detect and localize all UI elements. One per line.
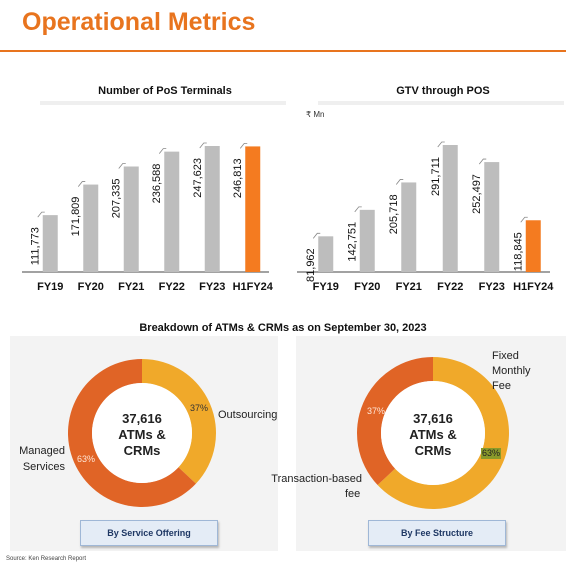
chart2-data-label: 252,497: [471, 174, 483, 214]
chart1-bar-fy22: [164, 151, 180, 272]
chart2-leader-line: [478, 158, 487, 165]
chart1-data-label: 171,809: [70, 197, 82, 237]
chart2-category-label: FY23: [479, 281, 505, 293]
label-fixed-1: Fixed: [492, 350, 519, 362]
donut1-slice-outsourcing: [142, 359, 217, 484]
label-managed-1: Managed: [19, 445, 65, 457]
chart1-title-band: [40, 101, 286, 105]
title-underline: [0, 50, 566, 52]
label-txn-1: Transaction-based: [271, 473, 362, 485]
donut2-center-text: CRMs: [415, 443, 452, 458]
chart2-bar-fy22: [442, 145, 458, 272]
donut2-center-text: ATMs &: [409, 427, 456, 442]
chart2-data-label: 81,962: [305, 248, 317, 282]
chart2-leader-line: [312, 232, 321, 239]
by-service-offering-button[interactable]: By Service Offering: [80, 520, 218, 546]
chart1-bar-fy20: [83, 184, 99, 272]
chart2-category-label: FY22: [437, 281, 463, 293]
section-title: Breakdown of ATMs & CRMs as on September…: [139, 322, 427, 334]
chart1-data-label: 246,813: [232, 158, 244, 198]
chart2-data-label: 142,751: [347, 222, 359, 262]
donut2-slice-fixed-monthly-fee: [357, 357, 433, 486]
chart2-data-label: 205,718: [388, 194, 400, 234]
chart2-title: GTV through POS: [396, 85, 490, 97]
chart1-data-label: 111,773: [30, 227, 42, 265]
donut1-center-text: ATMs &: [118, 427, 165, 442]
label-managed-2: Services: [23, 461, 66, 473]
donut2-pct-highlight: [481, 448, 501, 459]
label-txn-2: fee: [345, 488, 360, 500]
donut1-center-text: CRMs: [124, 443, 161, 458]
chart1-leader-line: [158, 148, 167, 154]
donut1-pct-label: 37%: [190, 403, 208, 413]
chart2-category-label: H1FY24: [513, 281, 554, 293]
label-outsourcing: Outsourcing: [218, 409, 277, 421]
chart2-leader-line: [395, 179, 404, 185]
chart1-category-label: FY23: [199, 281, 225, 293]
chart1-bar-fy23: [204, 146, 220, 272]
donut2-pct-label: 37%: [367, 406, 385, 416]
donut1-hole: [92, 383, 192, 483]
chart1-bar-h1fy24: [245, 146, 261, 272]
chart2-leader-line: [354, 206, 362, 213]
chart2-data-label: 118,845: [513, 232, 525, 271]
chart1-category-label: FY20: [78, 281, 104, 293]
chart2-bar-fy23: [484, 162, 500, 272]
chart2-category-label: FY19: [313, 281, 339, 293]
chart2-bar-fy19: [318, 236, 334, 272]
donut2-hole: [381, 381, 485, 485]
chart1-category-label: FY21: [118, 281, 144, 293]
chart1-leader-line: [118, 163, 126, 169]
chart1-bar-fy21: [123, 166, 139, 272]
chart1-leader-line: [199, 142, 207, 149]
chart1-leader-line: [37, 211, 45, 218]
chart2-unit: ₹ Mn: [306, 110, 325, 119]
chart1-title: Number of PoS Terminals: [98, 85, 232, 97]
chart1-category-label: H1FY24: [233, 281, 274, 293]
chart2-bar-fy20: [359, 209, 375, 272]
label-fixed-3: Fee: [492, 380, 511, 392]
chart1-category-label: FY22: [159, 281, 185, 293]
chart2-leader-line: [437, 141, 445, 148]
chart2-title-band: [318, 101, 564, 105]
donut1-pct-label: 63%: [77, 454, 95, 464]
page-title: Operational Metrics: [22, 8, 256, 36]
donut2-slice-transaction-based-fee: [377, 357, 509, 509]
chart1-leader-line: [77, 181, 86, 187]
chart2-bar-h1fy24: [525, 220, 541, 272]
chart2-category-label: FY21: [396, 281, 422, 293]
donut2-center-text: 37,616: [413, 411, 453, 426]
chart1-data-label: 236,588: [151, 164, 163, 204]
chart2-leader-line: [520, 216, 528, 223]
chart1-data-label: 207,335: [111, 179, 123, 219]
chart2-category-label: FY20: [354, 281, 380, 293]
chart1-leader-line: [239, 143, 248, 149]
chart2-bar-fy21: [401, 182, 417, 272]
label-fixed-2: Monthly: [492, 365, 531, 377]
by-fee-structure-button[interactable]: By Fee Structure: [368, 520, 506, 546]
donut2-pct-label: 63%: [482, 448, 500, 458]
chart2-data-label: 291,711: [430, 157, 442, 196]
footnote: Source: Ken Research Report: [6, 556, 87, 562]
donut1-slice-managed-services: [68, 359, 196, 507]
chart1-data-label: 247,623: [192, 158, 204, 198]
donut1-center-text: 37,616: [122, 411, 162, 426]
chart1-category-label: FY19: [37, 281, 63, 293]
chart1-bar-fy19: [42, 215, 58, 272]
